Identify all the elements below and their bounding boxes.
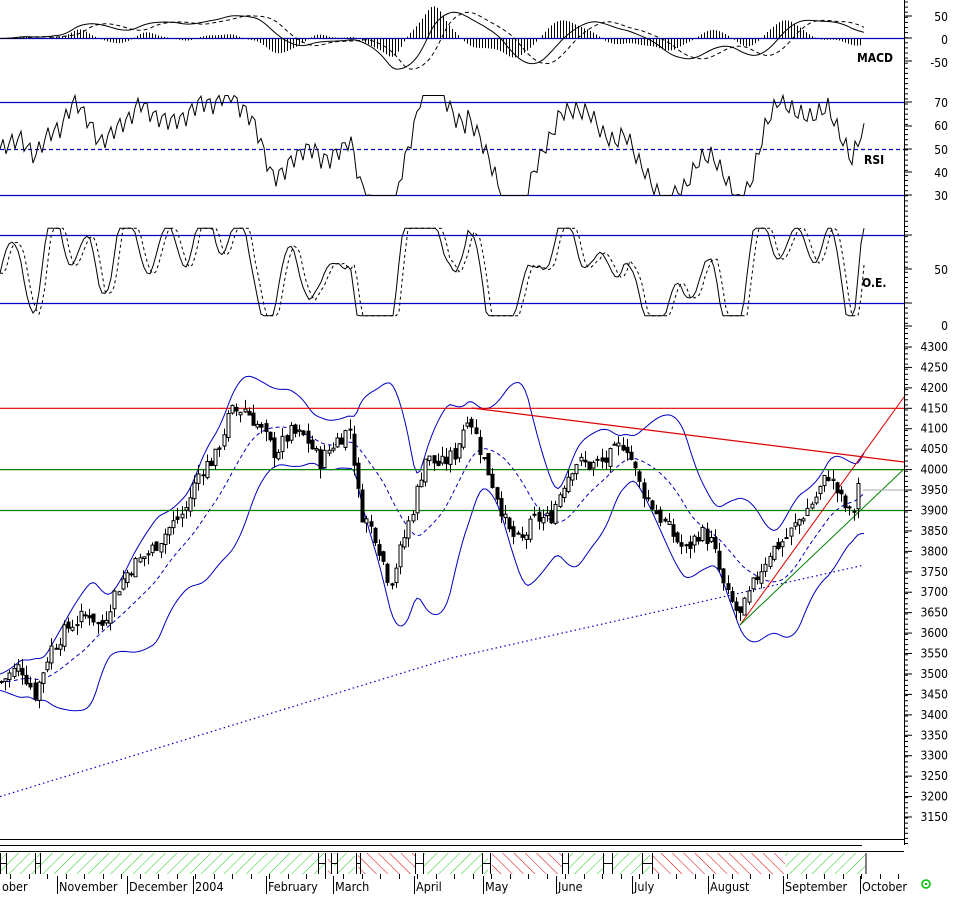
- price-panel: 4300 4250 4200 4150 4100 4050 4000 3950 3900 3850…: [0, 340, 948, 824]
- price-tick-3350: 3350: [921, 728, 949, 742]
- month-label-november: November: [59, 879, 118, 894]
- ascending-trendline-green: [739, 468, 905, 626]
- oe-panel: O.E. 50 0: [0, 227, 948, 333]
- strip-segment-bearish: [328, 853, 331, 874]
- price-tick-3650: 3650: [921, 606, 949, 620]
- rsi-line: [0, 93, 865, 197]
- rsi-tick-70: 70: [934, 96, 948, 110]
- long-moving-average: [0, 564, 865, 798]
- macd-signal-line: [0, 11, 865, 70]
- month-label-2004: 2004: [195, 879, 224, 894]
- oe-tick-0: 0: [941, 319, 948, 333]
- macd-tick-0: 0: [941, 33, 948, 47]
- price-tick-3500: 3500: [921, 667, 949, 681]
- strip-segment-bullish: [37, 853, 326, 874]
- month-label-may: May: [485, 879, 509, 894]
- price-tick-3950: 3950: [921, 483, 949, 497]
- candlesticks: [0, 399, 861, 709]
- price-tick-3700: 3700: [921, 585, 949, 599]
- strip-segment-bullish: [334, 853, 355, 874]
- price-tick-3250: 3250: [921, 769, 949, 783]
- price-tick-3150: 3150: [921, 810, 949, 824]
- price-tick-4100: 4100: [921, 422, 949, 436]
- month-label-september: September: [785, 879, 848, 894]
- macd-tick-50: 50: [934, 10, 948, 24]
- price-tick-3550: 3550: [921, 647, 949, 661]
- price-tick-3750: 3750: [921, 565, 949, 579]
- price-tick-3600: 3600: [921, 626, 949, 640]
- month-label-october: October: [862, 879, 907, 894]
- price-axis-labels: 4300 4250 4200 4150 4100 4050 4000 3950 3900 3850…: [921, 340, 949, 824]
- price-tick-4000: 4000: [921, 463, 949, 477]
- price-tick-4300: 4300: [921, 340, 949, 354]
- strip-segment-bullish: [612, 853, 650, 874]
- bollinger-lower: [0, 462, 865, 712]
- rsi-tick-30: 30: [934, 189, 948, 203]
- macd-histogram: [11, 6, 861, 58]
- month-axis: ober November December 2004 February March Apr…: [0, 874, 907, 894]
- bollinger-middle: [0, 426, 865, 683]
- rsi-panel: RSI 70 60 50 40 30: [0, 93, 948, 203]
- bollinger-upper: [0, 375, 865, 675]
- strip-segment-bearish: [492, 853, 562, 874]
- strip-segment-bearish: [358, 853, 415, 874]
- rsi-label: RSI: [864, 153, 884, 167]
- oe-label: O.E.: [862, 276, 887, 290]
- oe-d-line: [0, 227, 865, 317]
- price-tick-3200: 3200: [921, 790, 949, 804]
- price-tick-3850: 3850: [921, 524, 949, 538]
- oe-tick-50: 50: [934, 263, 948, 277]
- month-label-june: June: [557, 879, 583, 894]
- month-label-december: December: [129, 879, 188, 894]
- month-label-march: March: [335, 879, 369, 894]
- macd-line: [0, 11, 865, 70]
- rsi-tick-60: 60: [934, 119, 948, 133]
- strip-segment-bullish: [785, 853, 865, 874]
- ascending-trendline-red: [739, 396, 905, 626]
- price-tick-3450: 3450: [921, 687, 949, 701]
- descending-trendline: [471, 407, 905, 463]
- strip-segment-bearish: [652, 853, 785, 874]
- refresh-indicator-icon[interactable]: [921, 879, 931, 889]
- oe-k-line: [0, 227, 865, 317]
- price-tick-4150: 4150: [921, 401, 949, 415]
- rsi-tick-40: 40: [934, 166, 948, 180]
- macd-label: MACD: [857, 51, 893, 65]
- price-tick-4250: 4250: [921, 360, 949, 374]
- strip-segment-bullish: [423, 853, 488, 874]
- strip-segment-bullish: [0, 853, 35, 874]
- month-label-ober: ober: [2, 879, 28, 894]
- price-tick-3400: 3400: [921, 708, 949, 722]
- price-tick-3900: 3900: [921, 503, 949, 517]
- month-label-february: February: [268, 879, 318, 894]
- strip-segment-bullish: [568, 853, 605, 874]
- rsi-tick-50: 50: [934, 143, 948, 157]
- price-tick-4200: 4200: [921, 381, 949, 395]
- price-tick-3300: 3300: [921, 749, 949, 763]
- month-label-july: July: [633, 879, 655, 894]
- trend-status-strip: [0, 853, 867, 874]
- price-tick-3800: 3800: [921, 544, 949, 558]
- axis-ticks: [904, 1, 912, 844]
- month-label-august: August: [710, 879, 750, 894]
- price-tick-4050: 4050: [921, 442, 949, 456]
- macd-panel: MACD 50 0 -50: [0, 6, 948, 70]
- month-label-april: April: [416, 879, 442, 894]
- macd-tick-minus50: -50: [930, 56, 948, 70]
